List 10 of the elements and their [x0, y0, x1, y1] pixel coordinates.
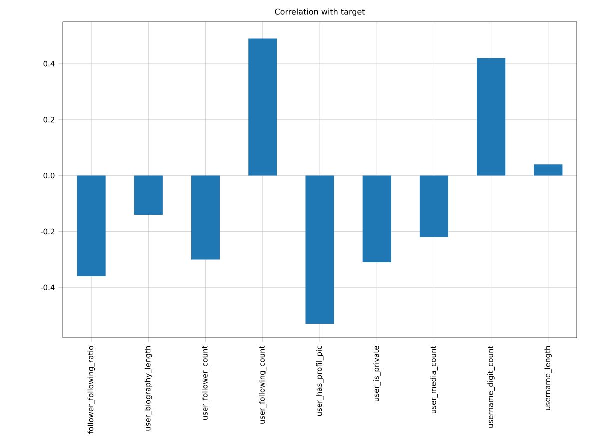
chart-title: Correlation with target — [275, 8, 366, 16]
bar — [420, 176, 448, 238]
bar — [362, 176, 392, 262]
bar — [248, 38, 278, 176]
bar — [306, 176, 334, 324]
bar — [77, 176, 106, 276]
bar — [192, 176, 220, 260]
bar — [134, 176, 163, 215]
bar — [477, 58, 506, 176]
bar — [534, 164, 563, 176]
